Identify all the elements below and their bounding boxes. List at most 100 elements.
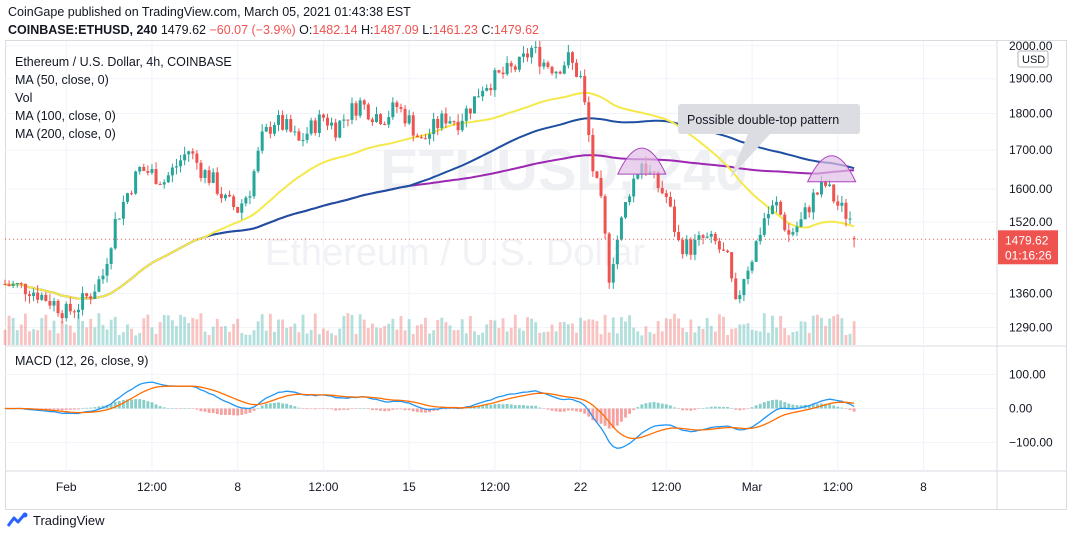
currency-badge bbox=[1017, 50, 1049, 68]
macd-hist-bar bbox=[113, 401, 117, 409]
candle bbox=[146, 165, 150, 176]
volume-bar bbox=[799, 321, 803, 345]
volume-bar bbox=[293, 323, 297, 345]
macd-hist-bar bbox=[811, 404, 815, 409]
candle bbox=[289, 114, 293, 133]
candle-body bbox=[85, 293, 89, 297]
volume-bar bbox=[379, 328, 383, 345]
candle bbox=[362, 99, 366, 110]
candle bbox=[7, 280, 11, 287]
candle-body bbox=[366, 104, 370, 120]
last-price-label: 1479.62 bbox=[1005, 233, 1049, 247]
candle bbox=[85, 292, 89, 299]
time-tick-label: 12:00 bbox=[137, 480, 167, 494]
macd-hist-bar bbox=[615, 408, 619, 426]
volume-bar bbox=[346, 313, 350, 345]
candle-body bbox=[297, 131, 301, 141]
candle-body bbox=[693, 239, 697, 255]
candle bbox=[689, 237, 693, 260]
candle-body bbox=[264, 126, 268, 132]
volume-bar bbox=[415, 325, 419, 345]
macd-hist-bar bbox=[273, 402, 276, 409]
candle-body bbox=[383, 123, 387, 125]
candle-body bbox=[211, 172, 215, 183]
macd-hist-bar bbox=[562, 408, 566, 412]
macd-hist-bar bbox=[566, 408, 570, 411]
volume-bar bbox=[187, 322, 191, 345]
macd-hist-bar bbox=[624, 408, 627, 418]
volume-bar bbox=[142, 318, 146, 345]
macd-hist-bar bbox=[738, 408, 742, 411]
volume-bar bbox=[660, 331, 664, 345]
candle-body bbox=[419, 137, 423, 139]
candle bbox=[350, 97, 354, 125]
volume-bar bbox=[342, 315, 346, 345]
volume-bar bbox=[334, 335, 338, 345]
volume-bar bbox=[309, 329, 313, 345]
macd-hist-bar bbox=[517, 405, 521, 409]
macd-hist-bar bbox=[677, 408, 681, 409]
annotation-box bbox=[678, 104, 860, 134]
volume-bar bbox=[787, 335, 791, 345]
candle bbox=[734, 272, 738, 300]
macd-hist-bar bbox=[407, 408, 411, 411]
candle-body bbox=[575, 62, 579, 77]
candle bbox=[52, 297, 56, 312]
volume-bar bbox=[738, 324, 742, 345]
macd-hist-bar bbox=[219, 408, 223, 415]
macd-hist-bar bbox=[485, 404, 489, 409]
candle bbox=[170, 163, 174, 183]
macd-hist-bar bbox=[717, 406, 721, 409]
candle bbox=[501, 66, 505, 79]
candle bbox=[11, 280, 15, 289]
candle-body bbox=[791, 232, 795, 235]
candle-body bbox=[158, 184, 162, 186]
candle bbox=[411, 111, 415, 142]
candle-body bbox=[191, 151, 195, 154]
candle bbox=[526, 48, 530, 62]
tradingview-footer[interactable]: TradingView bbox=[7, 512, 105, 528]
macd-hist-bar bbox=[628, 408, 632, 414]
volume-bar bbox=[444, 322, 448, 345]
candle bbox=[158, 181, 162, 186]
macd-hist-bar bbox=[301, 408, 305, 409]
candle bbox=[566, 44, 570, 69]
volume-bar bbox=[407, 319, 411, 345]
volume-bar bbox=[252, 330, 256, 345]
candle-body bbox=[738, 295, 742, 300]
candle-body bbox=[832, 184, 836, 202]
candle bbox=[68, 297, 72, 315]
candle bbox=[256, 146, 260, 173]
candle-body bbox=[668, 196, 672, 207]
candle-body bbox=[583, 76, 587, 103]
candle-body bbox=[803, 207, 807, 220]
macd-hist-bar bbox=[493, 404, 497, 409]
volume-bar bbox=[803, 321, 807, 345]
volume-bar bbox=[354, 333, 358, 345]
macd-hist-bar bbox=[807, 405, 811, 409]
volume-bar bbox=[330, 333, 334, 345]
candle bbox=[383, 121, 387, 126]
candle-body bbox=[758, 234, 762, 242]
macd-hist-bar bbox=[48, 408, 52, 410]
volume-bar bbox=[93, 327, 97, 345]
macd-hist-bar bbox=[268, 403, 272, 409]
macd-hist-bar bbox=[350, 408, 354, 409]
candle bbox=[730, 251, 734, 283]
candle bbox=[697, 231, 701, 246]
candle-body bbox=[101, 275, 105, 280]
candle bbox=[668, 191, 672, 208]
macd-hist-bar bbox=[746, 408, 750, 409]
volume-bar bbox=[85, 327, 89, 345]
volume-bar bbox=[89, 318, 93, 345]
candle bbox=[738, 290, 742, 304]
candle-body bbox=[464, 108, 468, 121]
volume-bar bbox=[603, 314, 607, 345]
candle-body bbox=[497, 70, 501, 73]
candle-body bbox=[730, 252, 734, 279]
macd-hist-bar bbox=[432, 408, 436, 411]
candle-body bbox=[534, 46, 538, 48]
candle-body bbox=[97, 279, 101, 292]
macd-hist-bar bbox=[232, 408, 236, 416]
